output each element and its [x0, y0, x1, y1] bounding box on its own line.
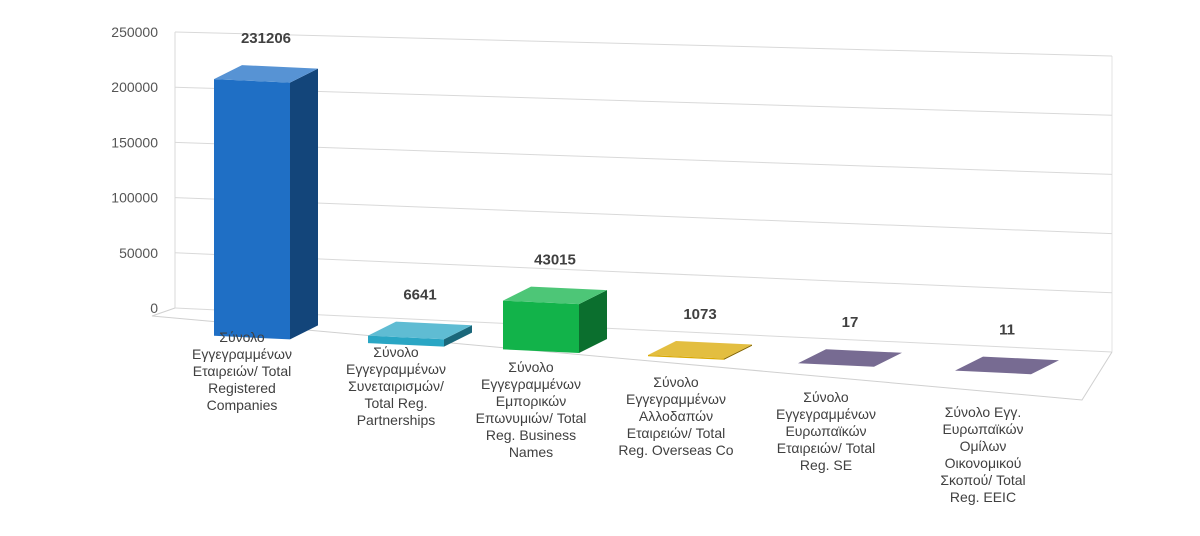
bar-top-face: [798, 349, 902, 367]
category-label-line: Reg. EEIC: [950, 489, 1016, 505]
y-tick-label: 0: [150, 300, 158, 316]
bar-top-face: [368, 321, 472, 340]
bar-side-face: [579, 290, 607, 353]
category-label-line: Reg. Business: [486, 427, 576, 443]
bar-front-face: [368, 335, 444, 347]
category-label-line: Companies: [207, 397, 278, 413]
category-label-line: Names: [509, 444, 553, 460]
category-label-line: Reg. SE: [800, 457, 852, 473]
data-label: 11: [999, 322, 1015, 339]
category-label-line: Reg. Overseas Co: [618, 442, 733, 458]
y-tick-label: 100000: [111, 190, 158, 206]
bar-front-face: [214, 79, 290, 340]
category-label-line: Σύνολο: [373, 344, 419, 360]
category-label-line: Σύνολο: [508, 359, 554, 375]
gridline: [174, 31, 1113, 57]
category-label-line: Σύνολο: [803, 389, 849, 405]
category-label-line: Οικονομικού: [945, 455, 1022, 471]
bar-top-face: [503, 286, 607, 305]
category-label: Σύνολο Εγγεγραμμένων Αλλοδαπών Εταιρειών/ T…: [618, 374, 733, 458]
category-label: Σύνολο Εγγεγραμμένων Ευρωπαϊκών Εταιρειών/ …: [776, 389, 876, 473]
category-label-line: Ευρωπαϊκών: [942, 421, 1023, 437]
gridline: [174, 307, 1113, 353]
gridline: [174, 86, 1113, 116]
category-label-line: Εταιρειών/ Total: [777, 440, 875, 456]
y-tick-label: 150000: [111, 134, 158, 150]
category-label-line: Σκοπού/ Total: [940, 472, 1025, 488]
category-label-line: Partnerships: [357, 412, 436, 428]
category-label-line: Σύνολο: [219, 329, 265, 345]
category-label: Σύνολο Εγγεγραμμένων Εμπορικών Επωνυμιών/ T…: [476, 359, 587, 460]
bar-side-face: [444, 325, 472, 347]
category-label-line: Εγγεγραμμένων: [346, 361, 446, 377]
category-label-line: Σύνολο: [653, 374, 699, 390]
category-label-line: Registered: [208, 380, 276, 396]
category-label-line: Total Reg.: [364, 395, 427, 411]
gridline: [174, 197, 1113, 235]
category-label: Σύνολο Εγγεγραμμένων Συνεταιρισμών/Total R…: [346, 344, 446, 428]
category-label-line: Αλλοδαπών: [639, 408, 713, 424]
y-tick-label: 50000: [119, 245, 158, 261]
data-label: 17: [842, 314, 859, 331]
category-label-line: Ομίλων: [960, 438, 1007, 454]
category-label-line: Συνεταιρισμών/: [348, 378, 444, 394]
bar-top-face: [214, 65, 318, 83]
gridline: [174, 252, 1113, 294]
category-label-line: Ευρωπαϊκών: [785, 423, 866, 439]
bar-front-face: [503, 300, 579, 353]
category-label-line: Εμπορικών: [496, 393, 567, 409]
y-tick-label: 250000: [111, 24, 158, 40]
category-label-line: Εγγεγραμμένων: [192, 346, 292, 362]
bar-top-face: [955, 356, 1059, 375]
bar-side-face: [290, 68, 318, 340]
category-label-line: Εγγεγραμμένων: [626, 391, 726, 407]
bar-top-face: [648, 341, 752, 359]
bar-front-face: [648, 355, 724, 360]
data-label: 43015: [534, 252, 576, 269]
y-tick-label: 200000: [111, 79, 158, 95]
category-label-line: Εταιρειών/ Total: [193, 363, 291, 379]
category-label-line: Εγγεγραμμένων: [481, 376, 581, 392]
category-label-line: Επωνυμιών/ Total: [476, 410, 587, 426]
category-label-line: Εγγεγραμμένων: [776, 406, 876, 422]
category-label: Σύνολο Εγγεγραμμένων Εταιρειών/ Total Regis…: [192, 329, 292, 413]
data-label: 231206: [241, 30, 291, 47]
bar-side-face: [724, 344, 752, 360]
floor-outline: [151, 307, 1113, 401]
data-label: 6641: [403, 287, 436, 304]
category-label-line: Εταιρειών/ Total: [627, 425, 725, 441]
gridline: [174, 141, 1113, 175]
data-label: 1073: [683, 306, 716, 323]
category-label-line: Σύνολο Εγγ.: [945, 404, 1022, 420]
category-label: Σύνολο Εγγ. Ευρωπαϊκών Ομίλων Οικονομικού Σκ…: [940, 404, 1025, 505]
